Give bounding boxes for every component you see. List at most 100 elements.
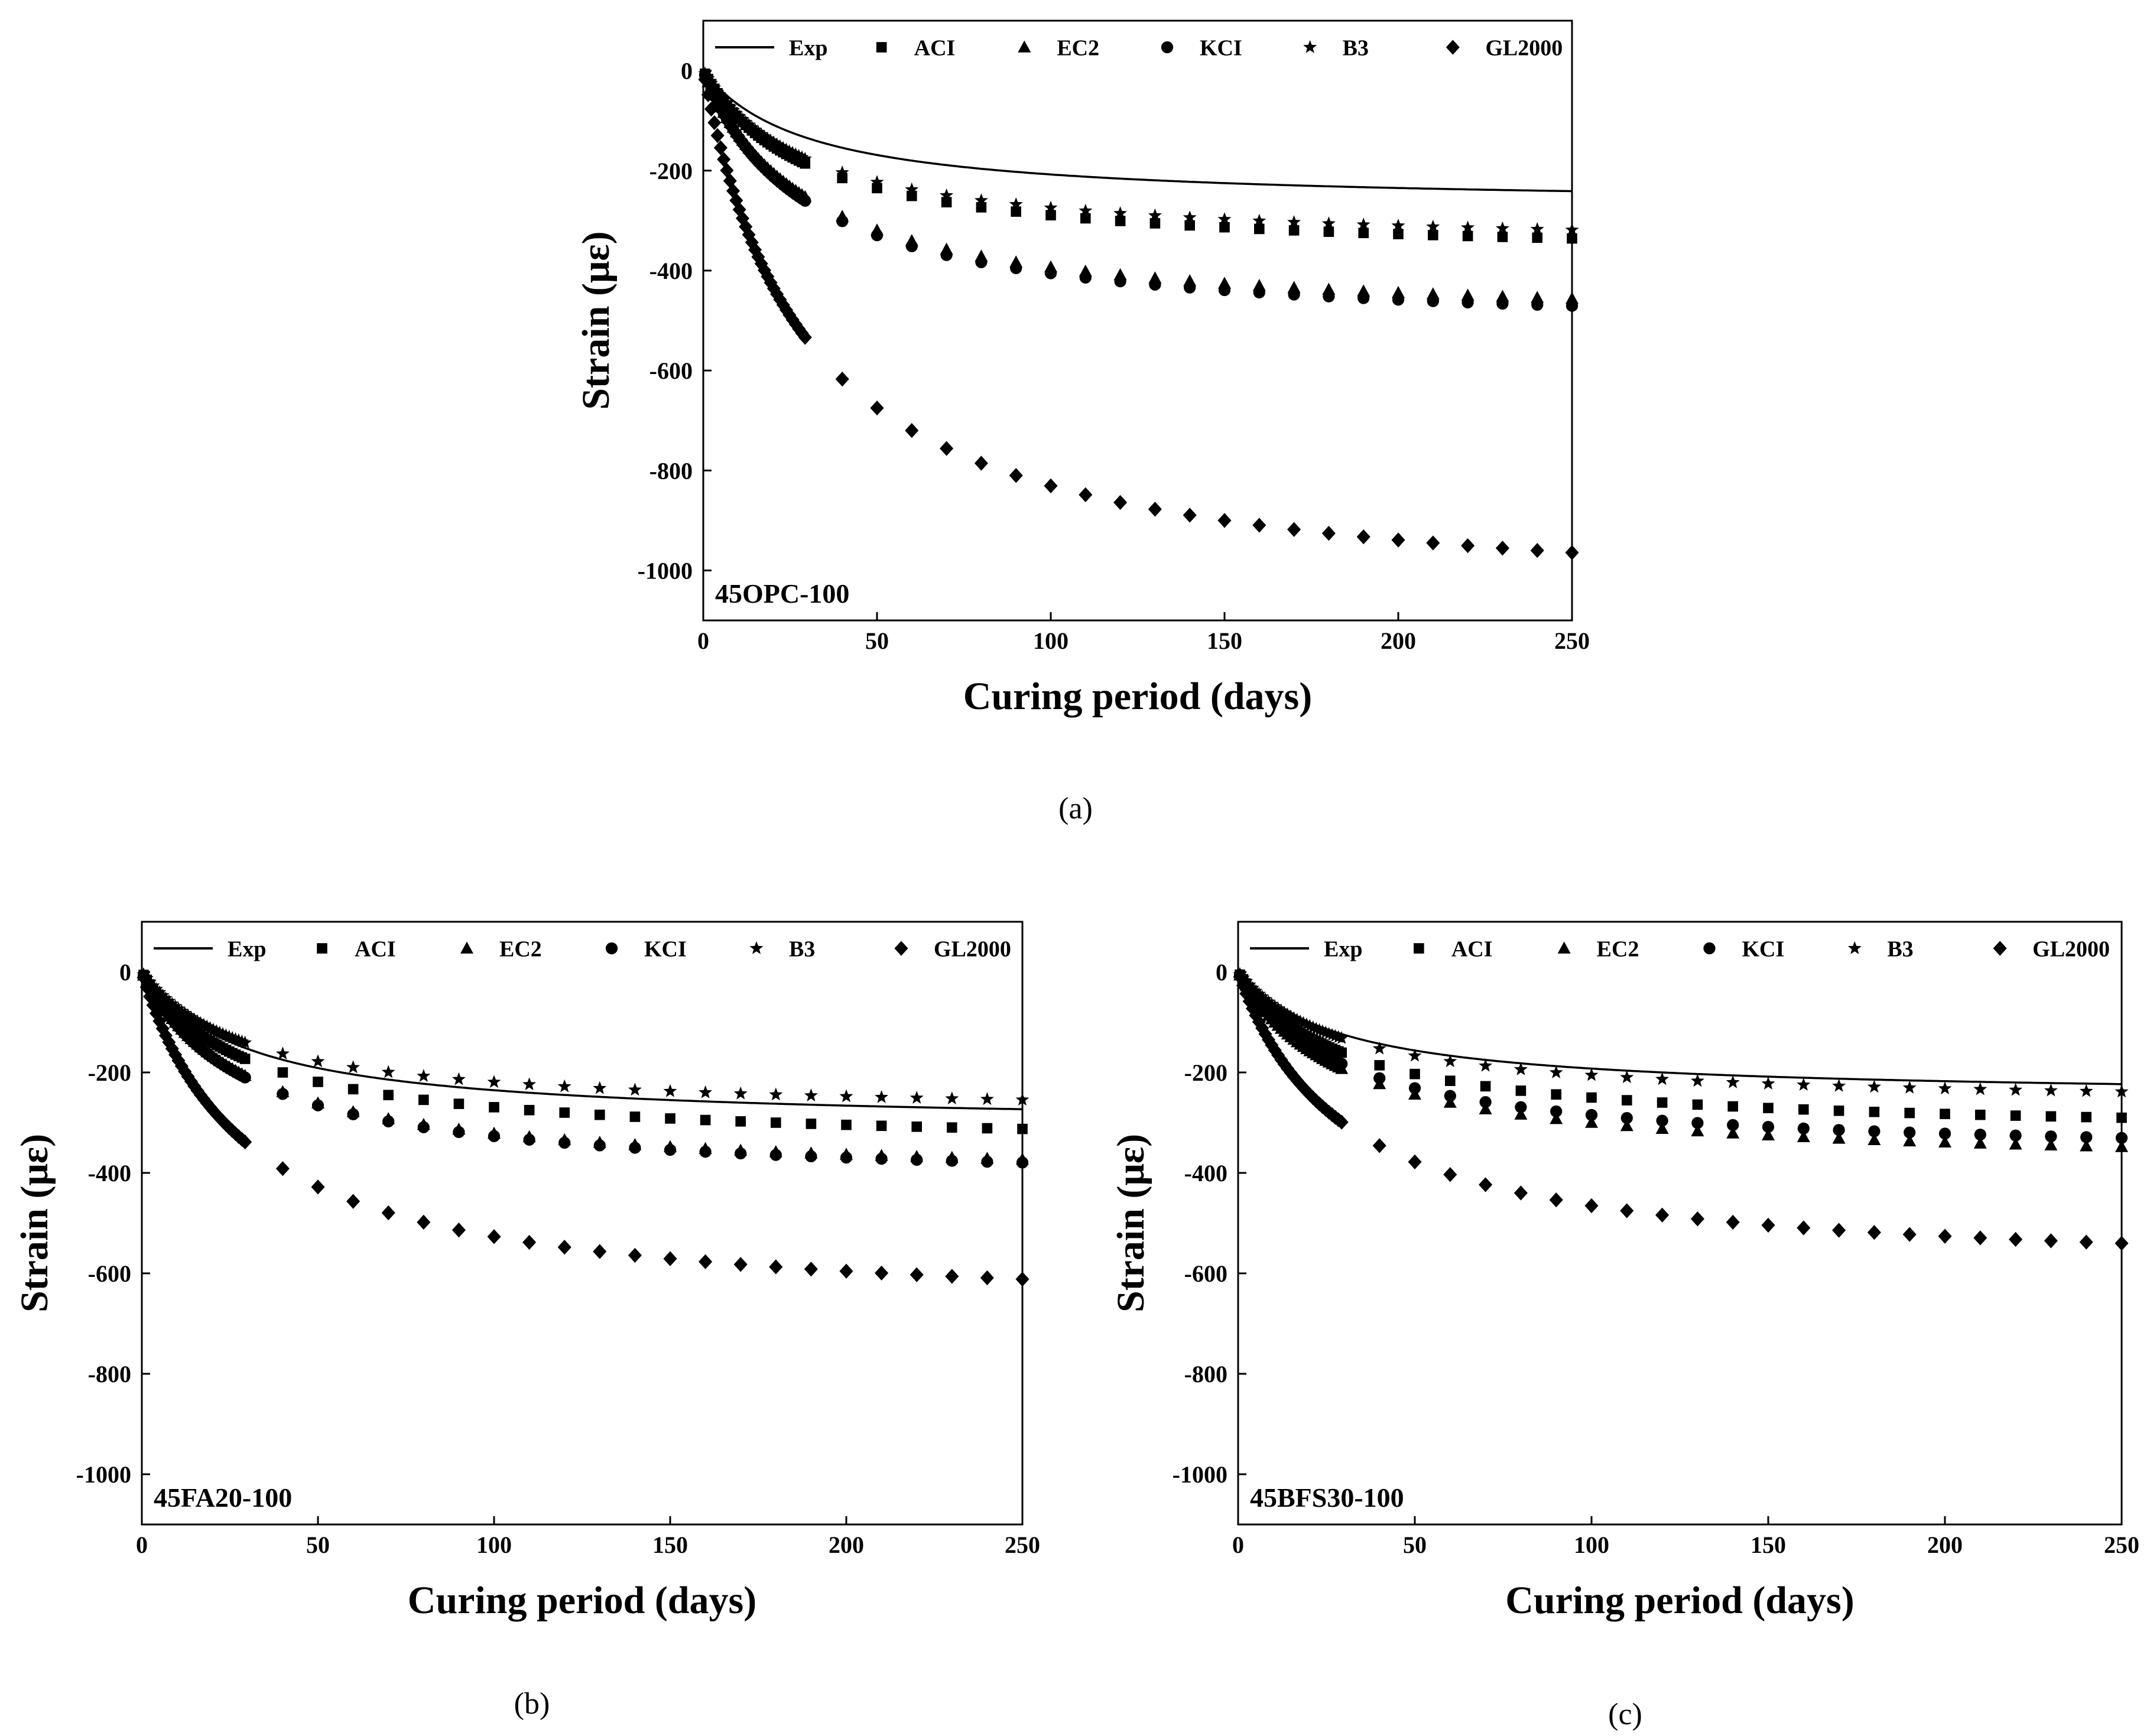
data-point-aci (1323, 226, 1334, 237)
data-point-gl2000 (804, 1262, 818, 1277)
data-point-b3 (748, 122, 762, 136)
data-point-b3 (143, 975, 157, 988)
data-point-kci (347, 1108, 359, 1120)
legend-label-aci: ACI (355, 937, 396, 961)
data-point-gl2000 (346, 1194, 361, 1209)
data-point-ec2 (2044, 1138, 2058, 1151)
legend-label-exp: Exp (1324, 937, 1362, 961)
data-point-b3 (974, 193, 988, 206)
legend-marker-gl2000 (894, 941, 908, 956)
data-point-aci (700, 1114, 711, 1126)
x-tick-label: 100 (1033, 628, 1068, 654)
data-point-kci (2009, 1129, 2022, 1142)
data-point-gl2000 (146, 997, 160, 1013)
data-point-b3 (2115, 1084, 2129, 1098)
data-point-kci (1444, 1090, 1456, 1102)
data-point-kci (1357, 292, 1370, 304)
y-tick-label: -600 (88, 1260, 131, 1287)
data-point-kci (311, 1099, 324, 1111)
panel-label: 45OPC-100 (715, 578, 849, 609)
data-point-b3 (798, 151, 812, 165)
data-point-b3 (1252, 987, 1266, 1000)
data-point-b3 (1620, 1070, 1634, 1084)
data-point-kci (1392, 294, 1405, 306)
data-point-aci (383, 1090, 394, 1101)
data-point-b3 (1479, 1058, 1493, 1072)
data-point-aci (1480, 1081, 1491, 1092)
y-tick-label: -1000 (1173, 1461, 1227, 1488)
data-point-gl2000 (1356, 529, 1370, 545)
y-tick-label: -800 (88, 1361, 131, 1387)
data-point-kci (664, 1143, 677, 1156)
data-point-gl2000 (1530, 542, 1544, 558)
data-point-b3 (1530, 222, 1544, 235)
data-point-gl2000 (1902, 1227, 1917, 1242)
x-tick-label: 0 (136, 1532, 148, 1558)
data-point-gl2000 (701, 87, 715, 102)
data-point-kci (1044, 267, 1057, 279)
data-point-gl2000 (1479, 1177, 1493, 1192)
data-point-b3 (745, 120, 759, 134)
data-point-kci (1336, 1058, 1348, 1070)
data-point-gl2000 (487, 1229, 501, 1244)
x-axis-title: Curing period (days) (408, 1579, 756, 1622)
data-point-b3 (713, 89, 728, 102)
data-point-b3 (1274, 1003, 1288, 1017)
data-point-kci (1868, 1125, 1881, 1137)
data-point-b3 (773, 139, 787, 152)
data-point-kci (629, 1142, 641, 1154)
data-point-gl2000 (1797, 1220, 1811, 1236)
y-tick-label: -1000 (638, 557, 693, 584)
data-point-ec2 (1655, 1121, 1669, 1134)
data-point-gl2000 (381, 1205, 395, 1221)
data-point-gl2000 (1408, 1154, 1422, 1170)
data-point-gl2000 (699, 1254, 713, 1269)
data-point-b3 (174, 1004, 189, 1017)
data-point-b3 (733, 1086, 748, 1100)
legend-label-gl2000: GL2000 (2032, 937, 2110, 961)
data-point-b3 (1217, 212, 1232, 225)
data-point-kci (1016, 1156, 1029, 1169)
data-point-b3 (1183, 210, 1197, 223)
y-tick-label: -200 (88, 1059, 131, 1086)
data-point-b3 (710, 84, 725, 98)
data-point-b3 (1514, 1062, 1528, 1075)
data-point-b3 (146, 978, 160, 992)
data-point-gl2000 (1690, 1211, 1704, 1227)
data-point-kci (1010, 262, 1022, 275)
x-tick-label: 200 (829, 1532, 864, 1558)
series-b3 (137, 967, 1029, 1106)
data-point-gl2000 (1726, 1214, 1740, 1230)
x-tick-label: 0 (1232, 1532, 1244, 1558)
data-point-gl2000 (745, 235, 759, 250)
data-point-gl2000 (1148, 502, 1162, 517)
data-point-b3 (1443, 1054, 1457, 1068)
data-point-ec2 (1832, 1132, 1846, 1144)
series-b3 (1233, 967, 2129, 1098)
x-tick-label: 150 (1207, 628, 1242, 654)
series-ec2 (137, 968, 1029, 1165)
data-point-b3 (945, 1091, 959, 1105)
data-point-b3 (1015, 1093, 1029, 1106)
data-point-gl2000 (839, 1263, 853, 1279)
legend-label-gl2000: GL2000 (934, 937, 1011, 961)
x-tick-label: 0 (697, 628, 709, 654)
data-point-aci (277, 1067, 288, 1078)
data-point-aci (1045, 210, 1056, 221)
data-point-kci (1656, 1114, 1668, 1127)
data-point-b3 (1044, 200, 1058, 214)
series-kci (137, 969, 1029, 1169)
data-point-b3 (739, 115, 753, 128)
series-gl2000 (698, 71, 1579, 560)
x-tick-label: 50 (865, 628, 889, 654)
data-point-gl2000 (181, 1069, 195, 1084)
data-point-gl2000 (663, 1251, 677, 1266)
data-point-aci (771, 1117, 781, 1128)
data-point-gl2000 (707, 115, 722, 131)
data-point-kci (1496, 297, 1509, 310)
data-point-b3 (187, 1012, 202, 1026)
y-tick-label: 0 (681, 58, 693, 84)
data-point-kci (453, 1126, 465, 1139)
data-point-kci (593, 1139, 606, 1152)
x-axis-title: Curing period (days) (963, 675, 1312, 718)
